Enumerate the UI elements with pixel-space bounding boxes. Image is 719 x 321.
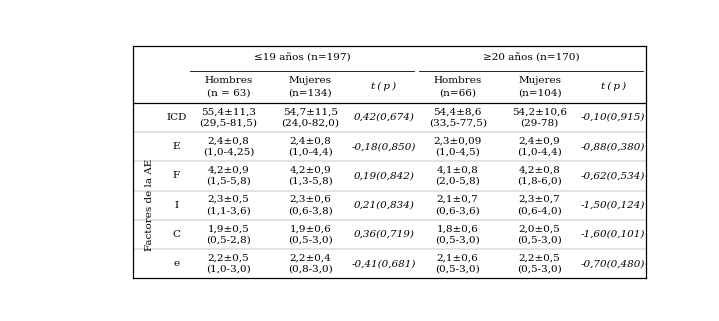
Text: 0,36(0,719): 0,36(0,719)	[354, 230, 414, 239]
Text: 2,3±0,5
(1,1-3,6): 2,3±0,5 (1,1-3,6)	[206, 195, 251, 215]
Text: 0,19(0,842): 0,19(0,842)	[354, 171, 414, 180]
Text: 54,2±10,6
(29-78): 54,2±10,6 (29-78)	[512, 107, 567, 127]
Text: 2,3±0,09
(1,0-4,5): 2,3±0,09 (1,0-4,5)	[434, 137, 482, 157]
Text: 0,42(0,674): 0,42(0,674)	[354, 113, 414, 122]
Text: t ( p ): t ( p )	[600, 82, 626, 91]
Text: 0,21(0,834): 0,21(0,834)	[354, 201, 414, 210]
Text: 2,3±0,7
(0,6-4,0): 2,3±0,7 (0,6-4,0)	[517, 195, 562, 215]
Text: 1,9±0,6
(0,5-3,0): 1,9±0,6 (0,5-3,0)	[288, 224, 333, 245]
Text: -0,41(0,681): -0,41(0,681)	[352, 259, 416, 268]
Text: ≥20 años (n=170): ≥20 años (n=170)	[483, 54, 580, 63]
Text: -1,50(0,124): -1,50(0,124)	[581, 201, 646, 210]
Text: 2,4±0,8
(1,0-4,4): 2,4±0,8 (1,0-4,4)	[288, 137, 333, 157]
Text: -0,62(0,534): -0,62(0,534)	[581, 171, 646, 180]
Text: ≤19 años (n=197): ≤19 años (n=197)	[254, 54, 350, 63]
Text: 4,2±0,9
(1,3-5,8): 4,2±0,9 (1,3-5,8)	[288, 166, 333, 186]
Text: 2,1±0,6
(0,5-3,0): 2,1±0,6 (0,5-3,0)	[435, 254, 480, 274]
Text: Hombres
(n=66): Hombres (n=66)	[434, 76, 482, 97]
Text: e: e	[173, 259, 179, 268]
Text: I: I	[174, 201, 178, 210]
Text: E: E	[173, 142, 180, 151]
Text: -0,70(0,480): -0,70(0,480)	[581, 259, 646, 268]
Text: 54,4±8,6
(33,5-77,5): 54,4±8,6 (33,5-77,5)	[429, 107, 487, 127]
Text: 1,8±0,6
(0,5-3,0): 1,8±0,6 (0,5-3,0)	[435, 224, 480, 245]
Text: 2,2±0,5
(1,0-3,0): 2,2±0,5 (1,0-3,0)	[206, 254, 251, 274]
Text: -1,60(0,101): -1,60(0,101)	[581, 230, 646, 239]
Text: 4,1±0,8
(2,0-5,8): 4,1±0,8 (2,0-5,8)	[435, 166, 480, 186]
Text: ICD: ICD	[166, 113, 186, 122]
Text: -0,18(0,850): -0,18(0,850)	[352, 142, 416, 151]
Text: Mujeres
(n=134): Mujeres (n=134)	[288, 76, 332, 97]
Text: C: C	[173, 230, 180, 239]
Text: t ( p ): t ( p )	[372, 82, 396, 91]
Text: 2,1±0,7
(0,6-3,6): 2,1±0,7 (0,6-3,6)	[435, 195, 480, 215]
Text: 2,2±0,4
(0,8-3,0): 2,2±0,4 (0,8-3,0)	[288, 254, 333, 274]
Text: 55,4±11,3
(29,5-81,5): 55,4±11,3 (29,5-81,5)	[199, 107, 257, 127]
Text: -0,10(0,915): -0,10(0,915)	[581, 113, 646, 122]
Text: 1,9±0,5
(0,5-2,8): 1,9±0,5 (0,5-2,8)	[206, 224, 251, 245]
Text: -0,88(0,380): -0,88(0,380)	[581, 142, 646, 151]
Text: F: F	[173, 171, 180, 180]
Text: 2,2±0,5
(0,5-3,0): 2,2±0,5 (0,5-3,0)	[517, 254, 562, 274]
Text: Mujeres
(n=104): Mujeres (n=104)	[518, 76, 562, 97]
Text: 2,0±0,5
(0,5-3,0): 2,0±0,5 (0,5-3,0)	[517, 224, 562, 245]
Text: 4,2±0,8
(1,8-6,0): 4,2±0,8 (1,8-6,0)	[517, 166, 562, 186]
Text: Factores de la AE: Factores de la AE	[145, 159, 154, 251]
Text: 2,3±0,6
(0,6-3,8): 2,3±0,6 (0,6-3,8)	[288, 195, 333, 215]
Text: Hombres
(n = 63): Hombres (n = 63)	[204, 76, 252, 97]
Text: 4,2±0,9
(1,5-5,8): 4,2±0,9 (1,5-5,8)	[206, 166, 251, 186]
Text: 54,7±11,5
(24,0-82,0): 54,7±11,5 (24,0-82,0)	[281, 107, 339, 127]
Text: 2,4±0,8
(1,0-4,25): 2,4±0,8 (1,0-4,25)	[203, 137, 254, 157]
Text: 2,4±0,9
(1,0-4,4): 2,4±0,9 (1,0-4,4)	[517, 137, 562, 157]
